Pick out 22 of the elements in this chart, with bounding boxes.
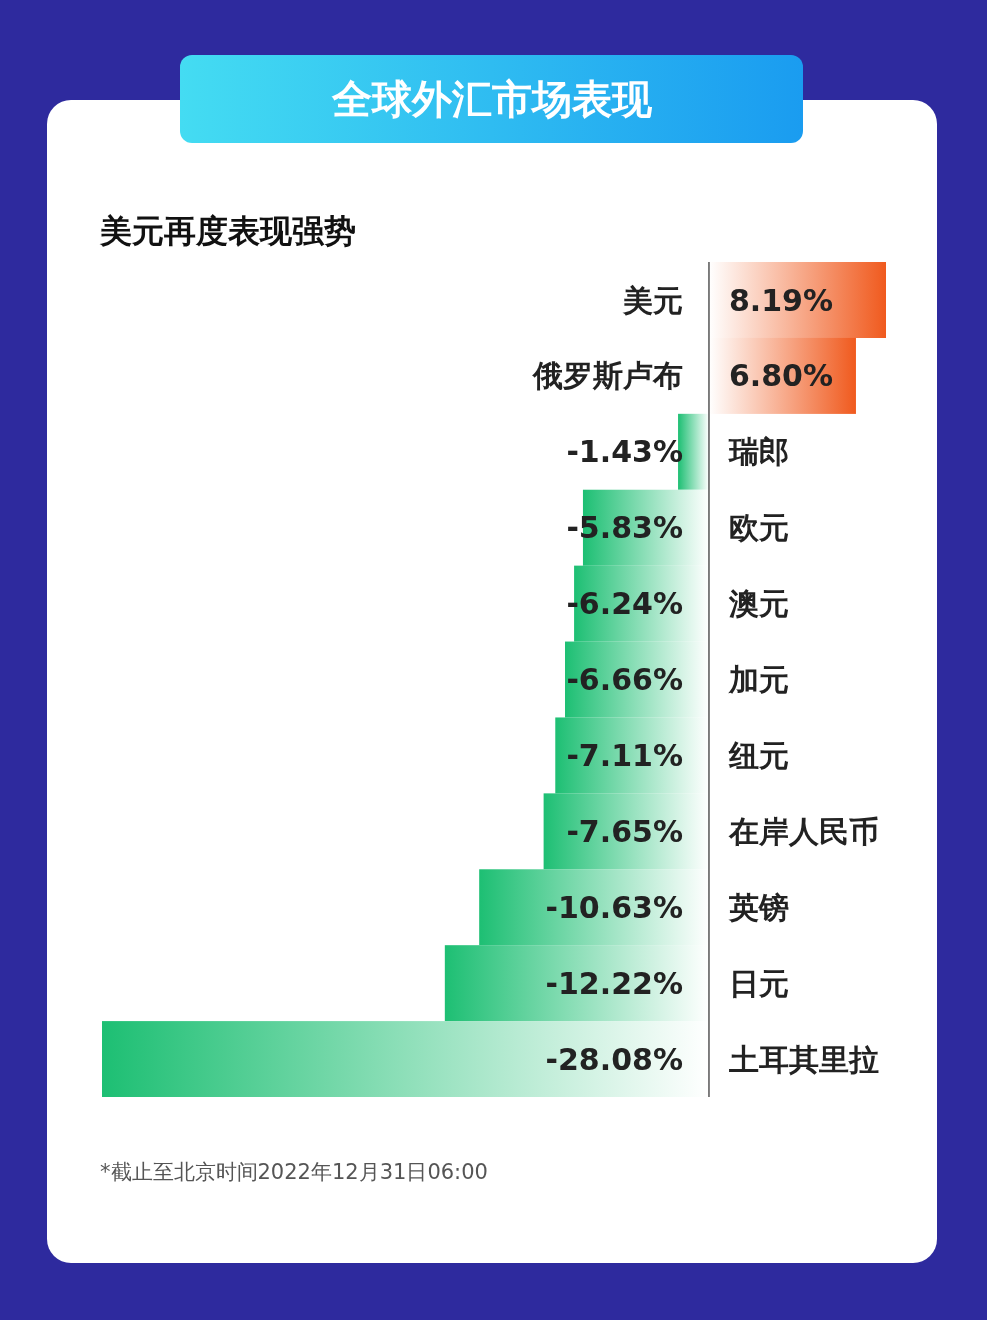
data-label: -6.66% xyxy=(566,662,683,698)
y-tick-label: 美元 xyxy=(621,282,683,318)
y-tick-label: 加元 xyxy=(727,662,789,698)
chart-subtitle: 美元再度表现强势 xyxy=(100,211,356,252)
data-label: 8.19% xyxy=(728,282,834,318)
y-tick-label: 瑞郎 xyxy=(727,434,789,470)
chart-title: 全球外汇市场表现 xyxy=(180,55,803,143)
y-tick-label: 日元 xyxy=(728,965,789,1001)
data-label: -10.63% xyxy=(545,889,683,925)
y-tick-label: 俄罗斯卢布 xyxy=(531,358,683,394)
y-tick-label: 澳元 xyxy=(727,586,789,622)
y-tick-label: 欧元 xyxy=(728,510,789,546)
y-tick-label: 在岸人民币 xyxy=(727,813,879,849)
data-label: -28.08% xyxy=(545,1041,683,1077)
data-label: -7.11% xyxy=(566,737,683,773)
y-tick-label: 英镑 xyxy=(727,889,789,925)
y-tick-label: 土耳其里拉 xyxy=(727,1041,879,1077)
data-label: 6.80% xyxy=(728,358,834,394)
y-tick-label: 纽元 xyxy=(727,737,789,773)
text: *截止至北京时间2022年12月31日06:00 xyxy=(100,1159,488,1186)
data-label: -12.22% xyxy=(545,965,683,1001)
data-label: -7.65% xyxy=(566,813,683,849)
